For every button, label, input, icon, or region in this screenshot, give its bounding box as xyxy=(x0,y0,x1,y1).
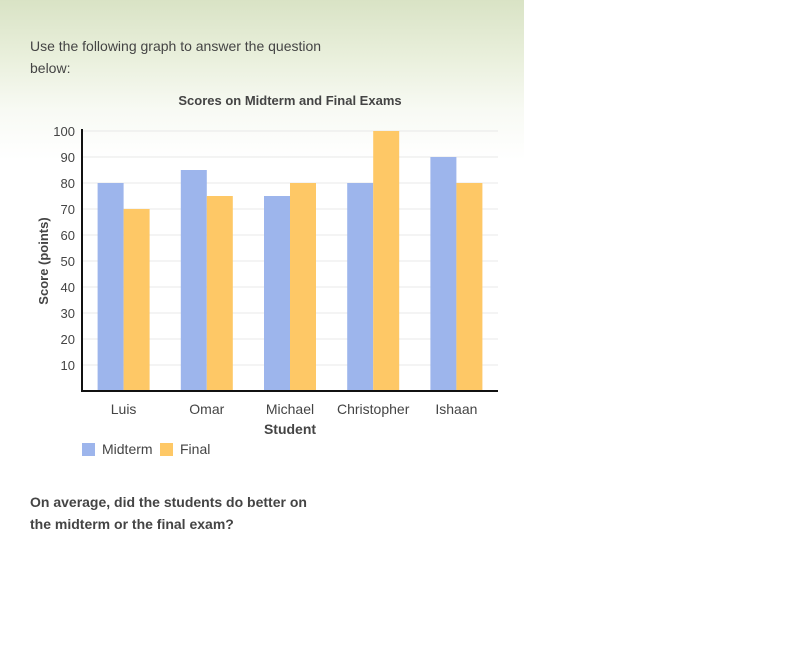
bar-midterm-michael xyxy=(264,196,290,391)
x-tick-label: Ishaan xyxy=(435,401,477,417)
bar-final-omar xyxy=(206,196,233,391)
y-tick-label: 10 xyxy=(61,358,75,373)
x-tick-label: Omar xyxy=(189,401,224,417)
y-tick-label: 90 xyxy=(61,150,75,165)
bar-final-christopher xyxy=(373,131,400,391)
bar-final-luis xyxy=(123,209,150,391)
bar-midterm-omar xyxy=(180,170,207,391)
y-tick-label: 80 xyxy=(61,176,75,191)
axes xyxy=(81,129,498,392)
y-tick-label: 100 xyxy=(53,124,75,139)
legend-label-midterm: Midterm xyxy=(102,441,153,457)
legend-label-final: Final xyxy=(180,441,210,457)
y-tick-label: 50 xyxy=(61,254,75,269)
question-text: On average, did the students do better o… xyxy=(30,494,307,532)
y-tick-label: 30 xyxy=(61,306,75,321)
x-tick-labels: Luis Omar Michael Christopher Ishaan xyxy=(111,401,478,417)
x-tick-label: Michael xyxy=(266,401,314,417)
x-axis-label: Student xyxy=(264,421,316,437)
bar-midterm-luis xyxy=(97,183,124,391)
y-tick-labels: 10 20 30 40 50 60 70 80 90 100 xyxy=(53,124,75,373)
intro-text: Use the following graph to answer the qu… xyxy=(30,38,322,76)
bar-midterm-christopher xyxy=(347,183,374,391)
chart-title: Scores on Midterm and Final Exams xyxy=(178,93,401,108)
bar-midterm-ishaan xyxy=(430,157,457,391)
y-tick-label: 20 xyxy=(61,332,75,347)
bar-final-ishaan xyxy=(456,183,483,391)
legend: Midterm Final xyxy=(82,441,210,457)
y-tick-label: 60 xyxy=(61,228,75,243)
legend-swatch-midterm xyxy=(82,443,95,456)
y-tick-label: 40 xyxy=(61,280,75,295)
bar-chart: Scores on Midterm and Final Exams 10 20 30… xyxy=(36,93,498,457)
x-tick-label: Christopher xyxy=(337,401,410,417)
y-tick-label: 70 xyxy=(61,202,75,217)
content-panel: Use the following graph to answer the qu… xyxy=(0,0,524,653)
x-tick-label: Luis xyxy=(111,401,137,417)
bars xyxy=(97,131,483,391)
bar-final-michael xyxy=(290,183,316,391)
legend-swatch-final xyxy=(160,443,173,456)
y-axis-label: Score (points) xyxy=(36,217,51,304)
